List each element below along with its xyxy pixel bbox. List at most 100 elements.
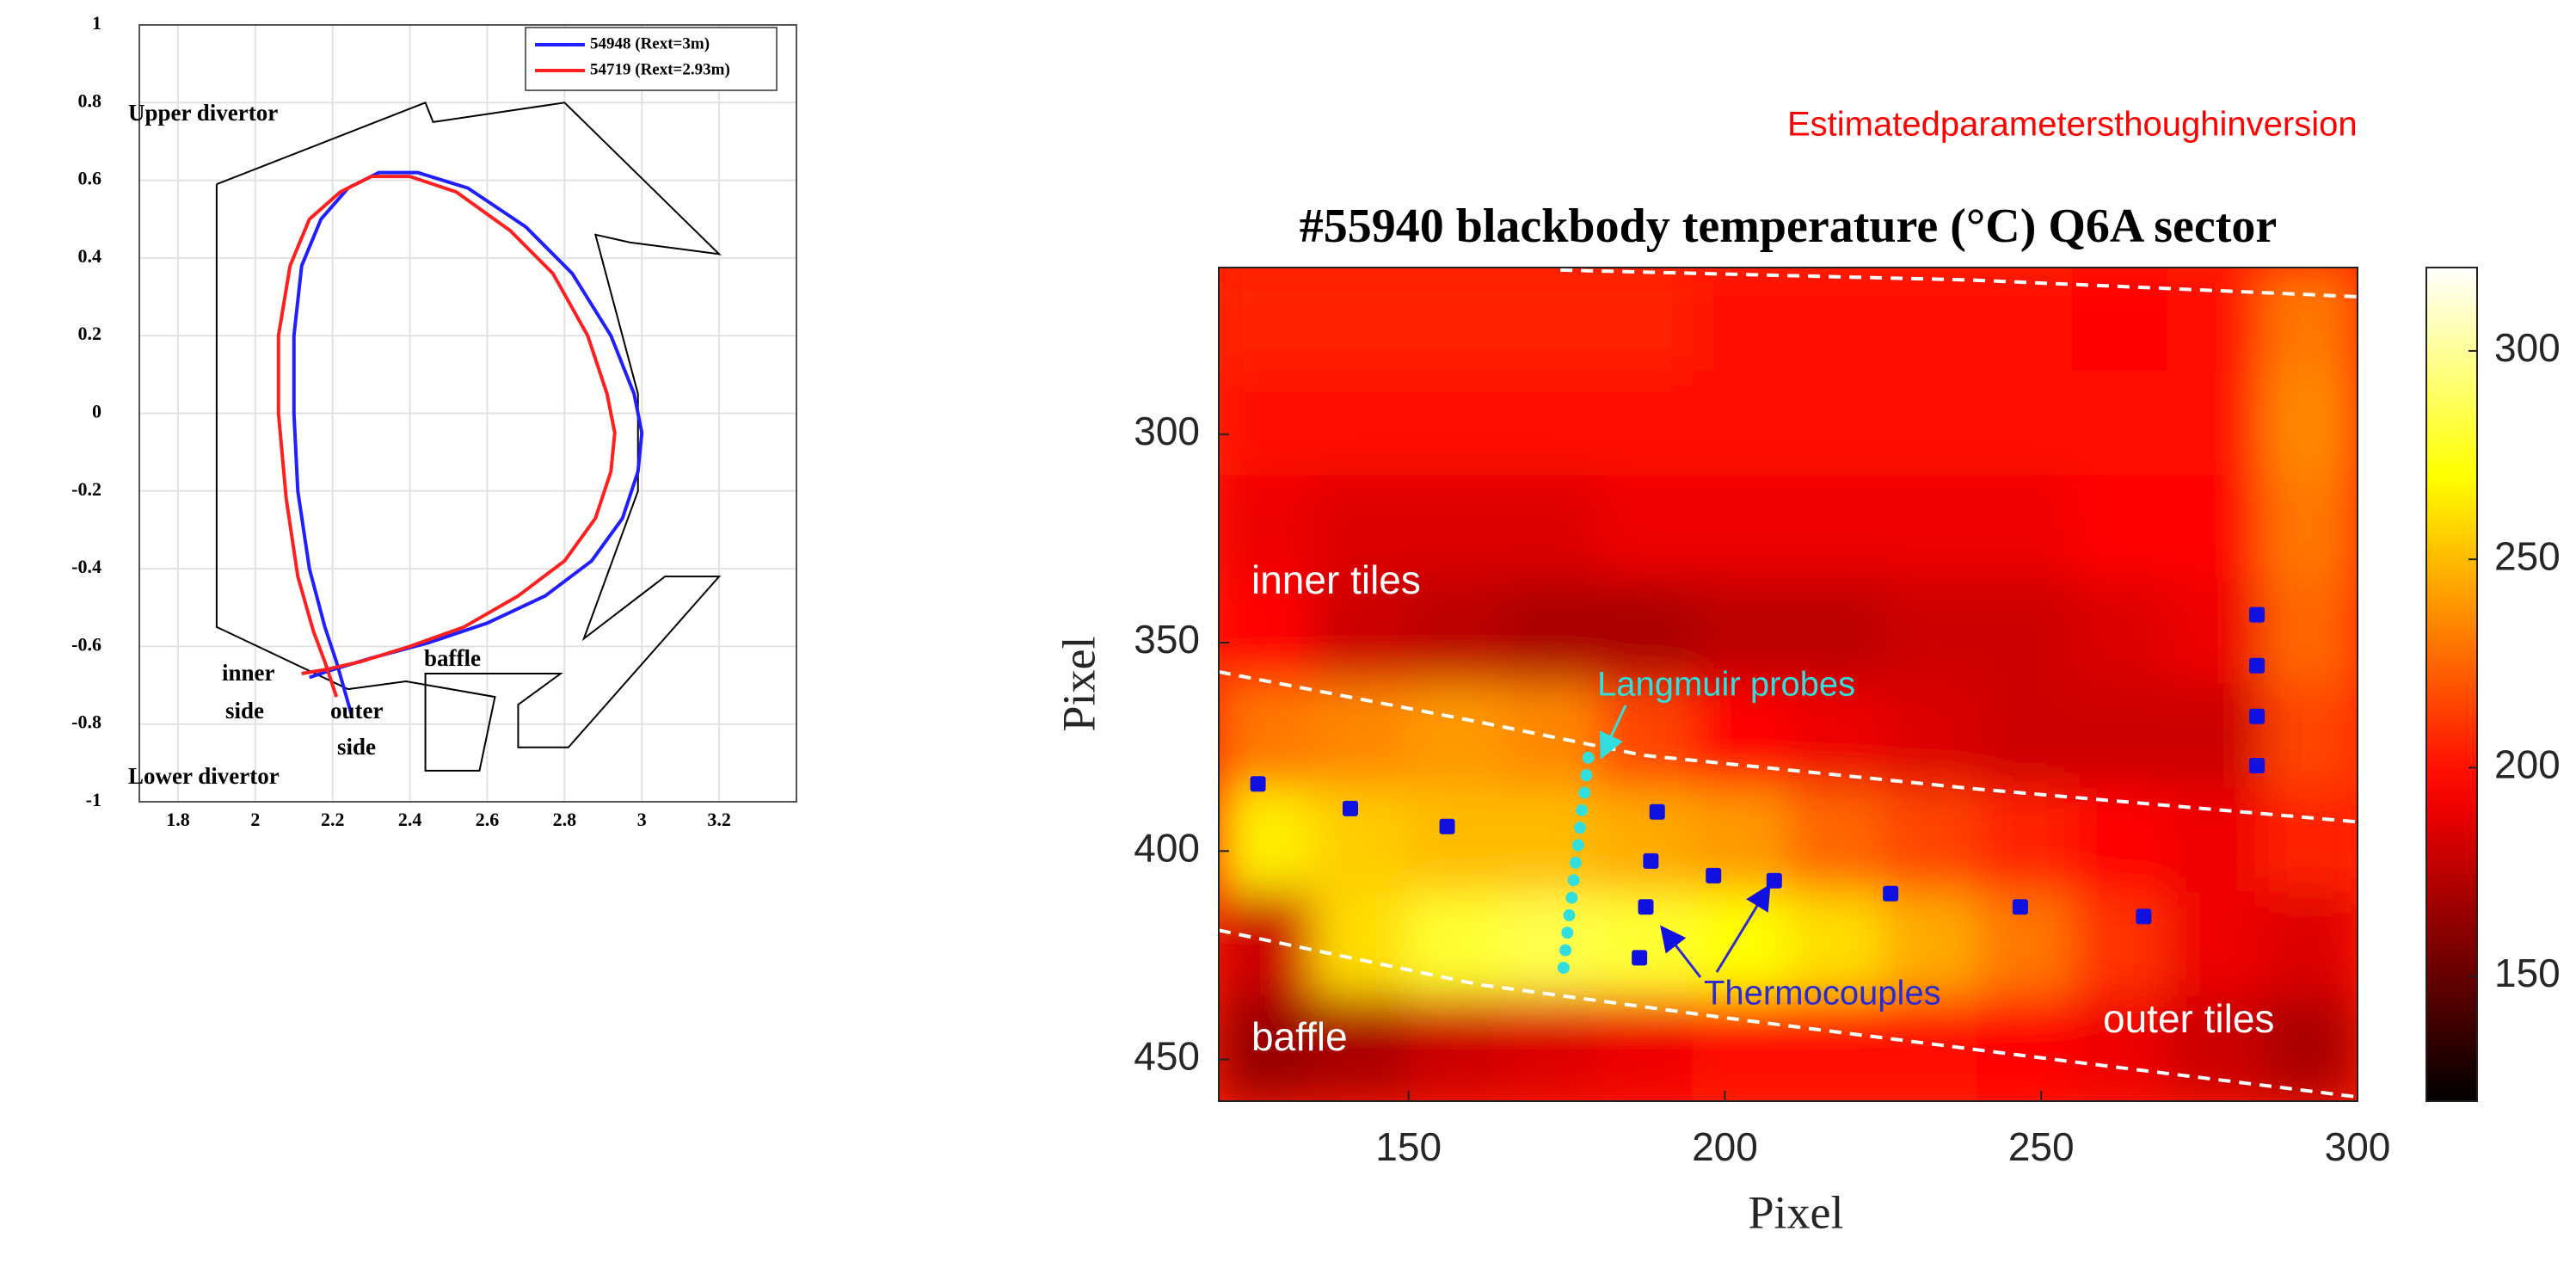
langmuir-probe — [1559, 945, 1571, 957]
langmuir-probe — [1570, 857, 1582, 869]
heatmap-cell — [2072, 371, 2168, 477]
heatmap-cell — [1218, 892, 1314, 998]
heatmap-cell — [1882, 579, 1978, 685]
heatmap-cell — [1503, 475, 1599, 581]
thermocouple — [2249, 758, 2265, 773]
heatmap-cell — [2072, 892, 2168, 998]
langmuir-probe — [1580, 769, 1592, 781]
y-tick-label: 350 — [1134, 617, 1200, 662]
thermocouple — [1650, 804, 1665, 820]
x-axis-label: Pixel — [1748, 1186, 1843, 1238]
probe-label: Langmuir probes — [1597, 666, 1855, 704]
heatmap-cell — [1313, 892, 1409, 998]
heatmap-cell — [1693, 371, 1789, 477]
heatmap-cell — [1882, 684, 1978, 790]
heatmap-cell — [2167, 684, 2263, 790]
heatmap-cell — [1408, 371, 1504, 477]
heatmap-cell — [2072, 267, 2168, 372]
thermocouple — [1706, 868, 1721, 883]
heatmap-cell — [2167, 475, 2263, 581]
region-label: outer tiles — [2103, 996, 2274, 1041]
x-tick-label: 2.2 — [321, 809, 345, 830]
langmuir-probe — [1572, 840, 1584, 852]
heatmap-cell — [1882, 788, 1978, 894]
heatmap-cell — [1503, 788, 1599, 894]
heatmap-cell — [1408, 996, 1504, 1102]
heatmap-cell — [1977, 579, 2074, 685]
heatmap-cell — [1787, 267, 1884, 372]
thermocouple — [2136, 908, 2151, 924]
heatmap-cell — [1977, 788, 2074, 894]
colorbar-tick-label: 150 — [2494, 951, 2561, 995]
heatmap-cell — [2262, 475, 2358, 581]
heatmap-cell — [1218, 267, 1314, 372]
heatmap-cell — [1503, 579, 1599, 685]
x-tick-label: 3.2 — [707, 809, 731, 830]
heatmap-cell — [1597, 788, 1694, 894]
y-tick-label: 0.2 — [78, 323, 102, 344]
heatmap-cell — [2262, 788, 2358, 894]
heatmap-cell — [1313, 267, 1409, 372]
heatmap-cell — [2167, 892, 2263, 998]
y-tick-label: -0.4 — [71, 556, 101, 577]
x-tick-label: 2 — [250, 809, 260, 830]
heatmap-cell — [1597, 371, 1694, 477]
y-tick-label: 0.4 — [78, 245, 102, 267]
y-tick-label: 400 — [1134, 825, 1200, 870]
heatmap-cell — [1313, 371, 1409, 477]
heatmap-cell — [1977, 475, 2074, 581]
heatmap-cell — [1597, 996, 1694, 1102]
heatmap-cell — [1882, 371, 1978, 477]
heatmap-cell — [2262, 996, 2358, 1102]
colorbar-tick-label: 250 — [2494, 533, 2561, 578]
y-tick-label: 1 — [92, 12, 101, 34]
langmuir-probe — [1558, 962, 1570, 974]
colorbar-tick-label: 200 — [2494, 742, 2561, 787]
heatmap-cell — [1408, 475, 1504, 581]
thermocouple — [1251, 776, 1266, 791]
thermocouple — [1632, 950, 1647, 965]
y-tick-label: 0.8 — [78, 89, 102, 111]
x-tick-label: 300 — [2325, 1124, 2391, 1169]
y-tick-label: -0.2 — [71, 478, 101, 500]
heatmap-cell — [1977, 684, 2074, 790]
annotation: Upper divertor — [128, 100, 278, 126]
heatmap-cell — [1977, 371, 2074, 477]
heatmap-cell — [2167, 371, 2263, 477]
heatmap-cell — [1408, 684, 1504, 790]
heatmap-cell — [2072, 788, 2168, 894]
langmuir-probe — [1576, 804, 1588, 816]
y-tick-label: 0.6 — [78, 168, 102, 189]
langmuir-probe — [1583, 752, 1595, 764]
thermocouple — [1440, 819, 1455, 834]
heatmap-cell — [1787, 371, 1884, 477]
heatmap-cell — [2072, 475, 2168, 581]
heatmap-cell — [2072, 684, 2168, 790]
heatmap-cell — [2072, 579, 2168, 685]
heatmap-cell — [2262, 371, 2358, 477]
region-label: inner tiles — [1251, 557, 1421, 602]
thermocouple — [1638, 899, 1654, 914]
heatmap-cell — [2167, 267, 2263, 372]
annotation: baffle — [424, 645, 481, 671]
heatmap-cell — [1597, 267, 1694, 372]
y-tick-label: -1 — [86, 789, 101, 810]
heatmap-cell — [2262, 892, 2358, 998]
heatmap-cell — [1693, 475, 1789, 581]
heatmap-cell — [1977, 996, 2074, 1102]
thermocouple — [2249, 709, 2265, 724]
y-tick-label: -0.8 — [71, 711, 101, 733]
thermocouple — [1883, 886, 1898, 902]
heatmap-cell — [1503, 267, 1599, 372]
langmuir-probe — [1561, 926, 1573, 939]
x-tick-label: 2.6 — [476, 809, 500, 830]
langmuir-probe — [1568, 874, 1580, 886]
y-tick-label: -0.6 — [71, 633, 101, 655]
x-tick-label: 3 — [637, 809, 647, 830]
heatmap-cell — [1787, 475, 1884, 581]
y-axis-label: Pixel — [1053, 636, 1104, 731]
region-label: baffle — [1251, 1014, 1348, 1059]
y-tick-label: 0 — [92, 401, 101, 422]
heatmap-cell — [2262, 267, 2358, 372]
thermocouple — [2249, 607, 2265, 623]
